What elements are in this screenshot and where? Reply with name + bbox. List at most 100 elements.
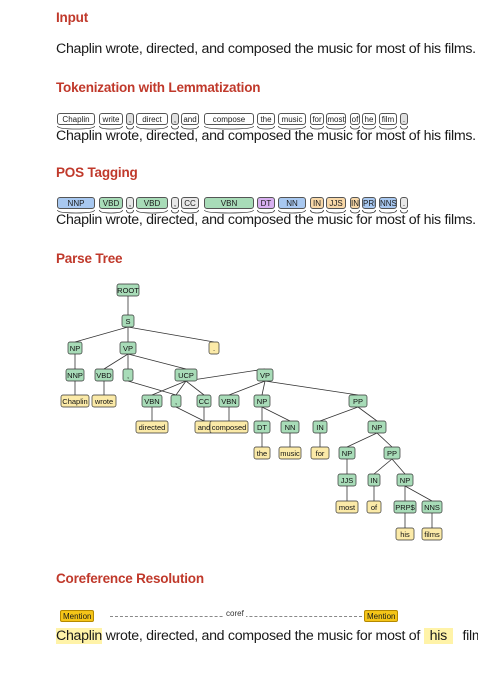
tree-leaf-node: films (421, 527, 443, 541)
tree-phrase-node: NP (253, 394, 271, 408)
tokenization-heading: Tokenization with Lemmatization (56, 80, 261, 95)
tree-node-label: , (175, 397, 177, 406)
tree-edge (127, 326, 215, 343)
token-brace (204, 126, 254, 130)
pos-token: . (400, 197, 408, 209)
token-brace (278, 126, 306, 130)
tokenization-token: Chaplin (57, 113, 95, 125)
tokenization-token: , (171, 113, 179, 125)
tree-edge (127, 353, 187, 370)
tokenization-token: and (181, 113, 199, 125)
tree-node-label: S (125, 317, 130, 326)
tokenization-token: he (362, 113, 376, 125)
tree-phrase-node: IN (367, 473, 381, 487)
tree-phrase-node: NN (280, 420, 300, 434)
input-sentence: Chaplin wrote, directed, and composed th… (56, 41, 476, 57)
token-brace (350, 210, 360, 214)
tree-node-label: VP (260, 371, 270, 380)
token-brace (126, 126, 134, 130)
token-brace (326, 210, 346, 214)
pos-token: IN (350, 197, 360, 209)
pos-sentence: Chaplin wrote, directed, and composed th… (56, 212, 476, 228)
pos-token: CC (181, 197, 199, 209)
tokenization-token: . (400, 113, 408, 125)
tree-node-label: NP (400, 476, 410, 485)
tree-phrase-node: DT (253, 420, 271, 434)
tree-edge (74, 326, 129, 343)
tree-phrase-node: S (121, 314, 135, 328)
pos-token: VBD (136, 197, 168, 209)
tokenization-token: for (310, 113, 324, 125)
tree-edge (261, 380, 266, 396)
tree-node-label: NNP (67, 371, 83, 380)
mention-his: his (423, 628, 453, 644)
tree-edge (261, 406, 291, 422)
coref-link-label: coref (224, 609, 246, 618)
tree-node-label: VBN (221, 397, 236, 406)
tree-node-label: UCP (178, 371, 194, 380)
token-brace (257, 126, 275, 130)
tree-leaf-node: composed (209, 420, 249, 434)
tree-node-label: Chaplin (62, 397, 87, 406)
tree-node-label: films (424, 530, 440, 539)
tree-phrase-node: VBD (94, 368, 114, 382)
pos-token: , (126, 197, 134, 209)
tree-edge (319, 406, 359, 422)
mention-chaplin: Chaplin (56, 628, 103, 644)
token-brace (171, 210, 179, 214)
token-brace (350, 126, 360, 130)
tree-edge (127, 380, 177, 396)
token-brace (379, 126, 397, 130)
pos-token: , (171, 197, 179, 209)
tree-node-label: . (213, 344, 215, 353)
tree-phrase-node: PP (383, 446, 401, 460)
pos-token: DT (257, 197, 275, 209)
tree-node-label: his (400, 530, 410, 539)
mention-tag-his: Mention (364, 610, 399, 622)
token-brace (400, 126, 408, 130)
tree-edge (373, 458, 393, 475)
tree-leaf-node: wrote (91, 394, 117, 408)
tree-leaf-node: . (208, 341, 220, 355)
tree-leaf-node: music (278, 446, 302, 460)
tokenization-token: the (257, 113, 275, 125)
tree-edge (175, 380, 187, 396)
token-brace (136, 126, 168, 130)
tree-phrase-node: NP (67, 341, 83, 355)
tree-node-label: NP (372, 423, 382, 432)
tree-node-label: VP (123, 344, 133, 353)
token-brace (181, 126, 199, 130)
tree-phrase-node: , (122, 368, 134, 382)
token-brace (362, 210, 376, 214)
tree-node-label: IN (370, 476, 378, 485)
token-brace (278, 210, 306, 214)
tokenization-token: film (379, 113, 397, 125)
tree-leaf-node: directed (135, 420, 169, 434)
token-brace (57, 126, 95, 130)
token-brace (379, 210, 397, 214)
tree-node-label: NP (257, 397, 267, 406)
lemma-token-row: Chaplin write, direct, and compose the music fo… (56, 113, 416, 133)
parse-heading: Parse Tree (56, 251, 123, 266)
mention-tag-chaplin: Mention (60, 610, 95, 622)
token-brace (310, 210, 324, 214)
pos-token: VBN (204, 197, 254, 209)
tree-node-label: the (257, 449, 267, 458)
tree-leaf-node: his (395, 527, 415, 541)
tree-node-label: directed (139, 423, 166, 432)
pos-token: NNP (57, 197, 95, 209)
pos-token: IN (310, 197, 324, 209)
tree-node-label: JJS (341, 476, 354, 485)
tokenization-token: , (126, 113, 134, 125)
tree-node-label: composed (212, 423, 247, 432)
tree-node-label: music (280, 449, 300, 458)
tokenization-token: compose (204, 113, 254, 125)
tree-edge (404, 485, 433, 502)
coref-middle-text: wrote, directed, and composed the music … (102, 628, 424, 644)
token-brace (99, 210, 123, 214)
tree-phrase-node: JJS (337, 473, 357, 487)
tree-node-label: PP (353, 397, 363, 406)
token-brace (99, 126, 123, 130)
tree-leaf-node: for (310, 446, 330, 460)
